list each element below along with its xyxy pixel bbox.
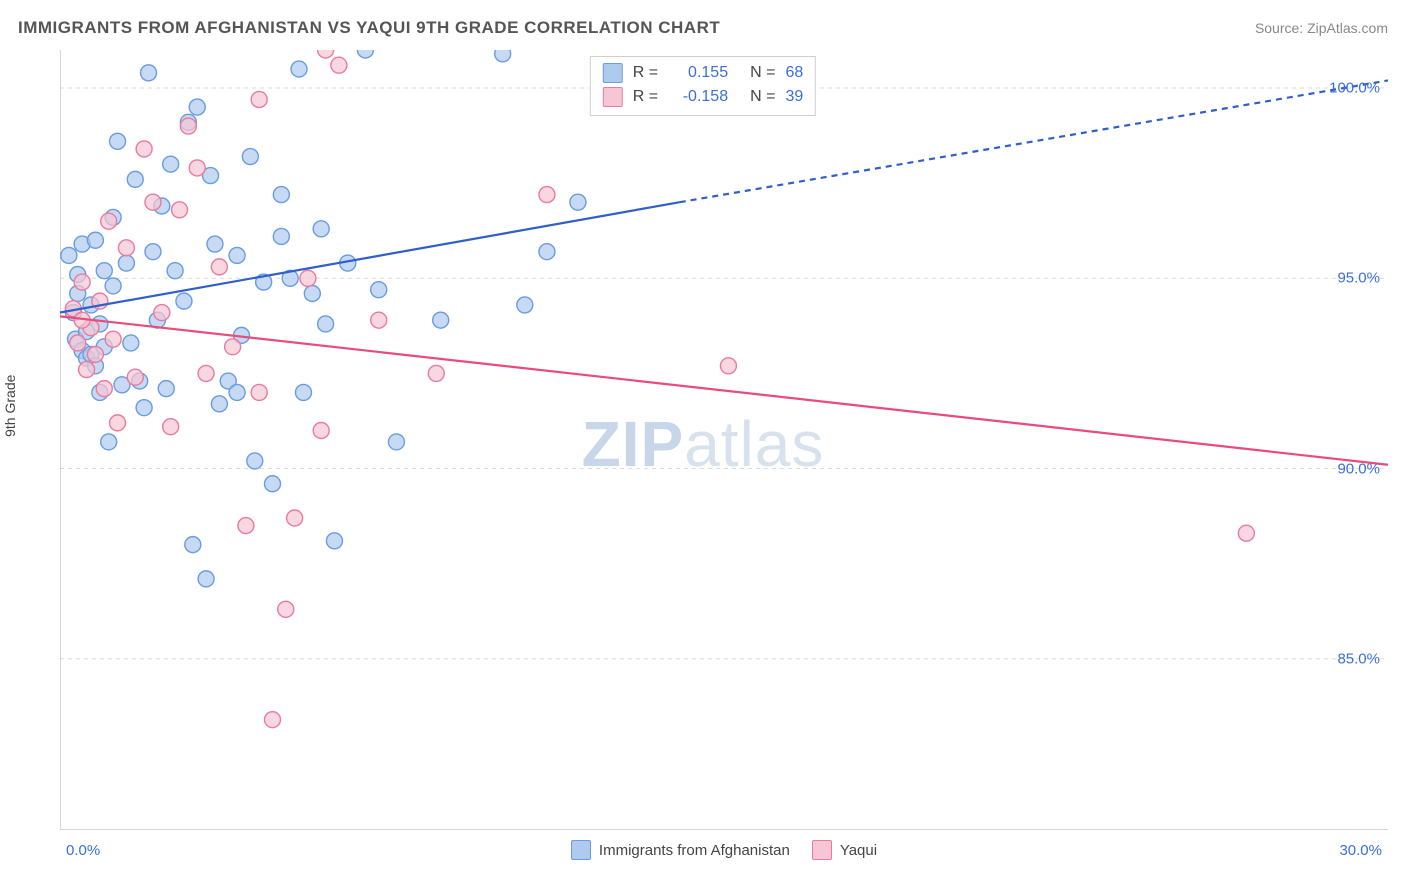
correlation-legend: R = 0.155 N = 68 R = -0.158 N = 39 (590, 56, 816, 116)
n-value: 39 (785, 85, 803, 109)
y-axis-label: 9th Grade (2, 375, 18, 437)
chart-area: 9th Grade ZIPatlas R =0.155N =68R =-0.15… (18, 50, 1388, 870)
chart-title: IMMIGRANTS FROM AFGHANISTAN VS YAQUI 9TH… (18, 18, 720, 38)
correlation-row: R = 0.155 N = 68 (603, 61, 803, 85)
r-label: R = (633, 61, 658, 85)
legend-swatch-1 (571, 840, 591, 860)
y-tick-label: 90.0% (1337, 460, 1380, 477)
legend-swatch (603, 87, 623, 107)
legend-label-1: Immigrants from Afghanistan (599, 842, 790, 859)
r-label: R = (633, 85, 658, 109)
legend-label-2: Yaqui (840, 842, 877, 859)
n-label: N = (750, 61, 775, 85)
correlation-row: R = -0.158 N = 39 (603, 85, 803, 109)
r-value: -0.158 (668, 85, 728, 109)
legend-swatch (603, 63, 623, 83)
scatter-plot-svg (60, 50, 1388, 830)
y-tick-label: 95.0% (1337, 270, 1380, 287)
bottom-legend: 0.0% Immigrants from Afghanistan Yaqui 3… (60, 830, 1388, 870)
source-label: Source: ZipAtlas.com (1255, 20, 1388, 36)
x-tick-min: 0.0% (66, 842, 100, 859)
legend-swatch-2 (812, 840, 832, 860)
x-tick-max: 30.0% (1339, 842, 1382, 859)
legend-item-series-2: Yaqui (812, 840, 877, 860)
n-label: N = (750, 85, 775, 109)
y-tick-label: 85.0% (1337, 650, 1380, 667)
r-value: 0.155 (668, 61, 728, 85)
legend-item-series-1: Immigrants from Afghanistan (571, 840, 790, 860)
y-tick-label: 100.0% (1329, 80, 1380, 97)
n-value: 68 (785, 61, 803, 85)
